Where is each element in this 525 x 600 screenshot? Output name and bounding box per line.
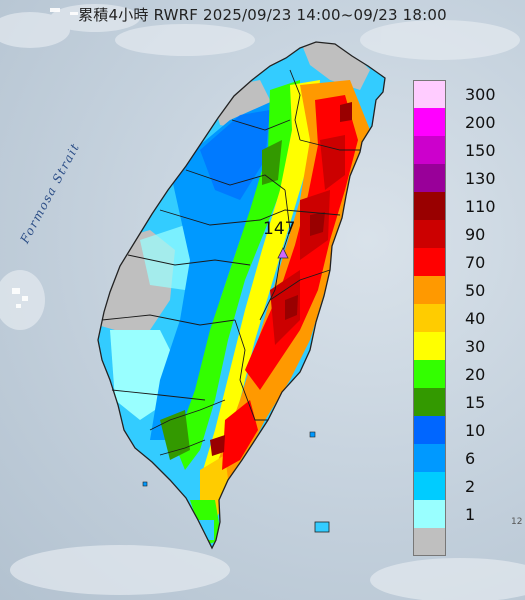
legend-label: 110 [465, 197, 496, 216]
legend-label: 90 [465, 225, 486, 244]
island-outline [97, 41, 386, 550]
legend-label: 30 [465, 337, 486, 356]
legend-swatch [413, 388, 446, 416]
legend-label: 130 [465, 169, 496, 188]
legend-swatch [413, 276, 446, 304]
legend-label: 40 [465, 309, 486, 328]
legend-swatch [413, 416, 446, 444]
county-borders [101, 69, 360, 456]
offshore-islands [12, 8, 78, 308]
legend-label: 6 [465, 449, 476, 468]
legend-swatch [413, 500, 446, 528]
legend-swatch [413, 528, 446, 556]
legend-label: 15 [465, 393, 486, 412]
legend-swatch [413, 248, 446, 276]
legend-label: 20 [465, 365, 486, 384]
legend-swatch [413, 472, 446, 500]
taiwan-island-rainfall [98, 42, 385, 548]
eastern-islets [142, 431, 330, 533]
legend-label: 50 [465, 281, 486, 300]
legend-swatch [413, 220, 446, 248]
legend-label: 10 [465, 421, 486, 440]
edge-label: 12 [511, 517, 523, 527]
legend-swatch [413, 332, 446, 360]
legend-label: 150 [465, 141, 496, 160]
legend-swatch [413, 304, 446, 332]
legend-swatch [413, 360, 446, 388]
max-value-label: 147 [263, 219, 296, 239]
map-title: 累積4小時 RWRF 2025/09/23 14:00~09/23 18:00 [78, 6, 447, 24]
legend-swatch [413, 108, 446, 136]
max-value-marker [277, 247, 289, 259]
legend-label: 2 [465, 477, 476, 496]
legend-swatch [413, 136, 446, 164]
legend-swatch [413, 80, 446, 108]
legend-label: 70 [465, 253, 486, 272]
legend-label: 300 [465, 85, 496, 104]
legend-swatch [413, 164, 446, 192]
legend-label: 200 [465, 113, 496, 132]
legend-label: 1 [465, 505, 476, 524]
legend-swatch [413, 444, 446, 472]
legend-swatch [413, 192, 446, 220]
